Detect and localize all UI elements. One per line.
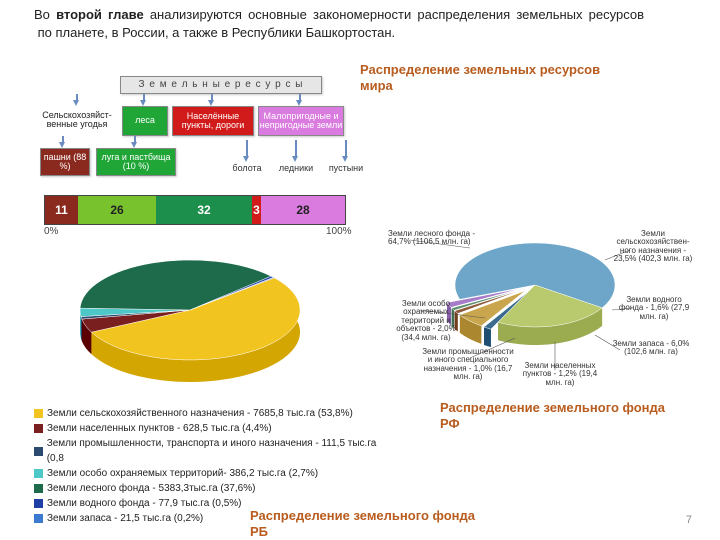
page-number: 7 [686,514,692,526]
bar-segment: 28 [261,196,345,224]
legend-row: Земли населенных пунктов - 628,5 тыс.га … [34,421,384,436]
rf-label: Земли особо охраняемых территорий и объе… [388,300,464,342]
hierarchy-box: леса [122,106,168,136]
legend-swatch [34,499,43,508]
legend-text: Земли запаса - 21,5 тыс.га (0,2%) [47,511,203,526]
world-bar: 112632328 [44,195,346,225]
bar-left-pct: 0% [44,226,58,237]
legend-swatch [34,447,43,456]
rf-label: Земли лесного фонда - 64,7% (1106,5 млн.… [388,230,484,247]
legend-row: Земли сельскохозяйственного назначения -… [34,406,384,421]
legend-swatch [34,484,43,493]
hierarchy-box: болота [228,162,266,176]
rf-label: Земли водного фонда - 1,6% (27,9 млн. га… [614,296,694,321]
pie-rb [40,240,340,410]
hierarchy-root: З е м е л ь н ы е р е с у р с ы [120,76,322,94]
legend-text: Земли лесного фонда - 5383,3тыс.га (37,6… [47,481,255,496]
bar-segment: 26 [78,196,156,224]
legend-text: Земли особо охраняемых территорий- 386,2… [47,466,318,481]
hierarchy-box: Малопригодные и непригодные земли [258,106,344,136]
hierarchy-box: Сельскохозяйст-венные угодья [40,106,114,134]
hierarchy-box: ледники [274,162,318,176]
intro-text: Во второй главе анализируются основные з… [34,6,644,41]
hierarchy-box: пустыни [324,162,368,176]
bar-segment: 32 [156,196,252,224]
rf-label: Земли запаса - 6,0% (102,6 млн. га) [606,340,696,357]
legend-row: Земли запаса - 21,5 тыс.га (0,2%) [34,511,384,526]
hierarchy-box: луга и пастбища (10 %) [96,148,176,176]
bar-right-pct: 100% [326,226,352,237]
legend-row: Земли промышленности, транспорта и иного… [34,436,384,466]
legend-row: Земли лесного фонда - 5383,3тыс.га (37,6… [34,481,384,496]
bar-segment: 11 [45,196,78,224]
legend-row: Земли особо охраняемых территорий- 386,2… [34,466,384,481]
legend-swatch [34,409,43,418]
rf-label: Земли населенных пунктов - 1,2% (19,4 мл… [520,362,600,387]
legend-rb: Земли сельскохозяйственного назначения -… [34,406,384,526]
rf-label: Земли промышленности и иного специальног… [420,348,516,382]
bar-segment: 3 [252,196,261,224]
legend-row: Земли водного фонда - 77,9 тыс.га (0,5%) [34,496,384,511]
legend-text: Земли сельскохозяйственного назначения -… [47,406,353,421]
caption-rf: Распределение земельного фонда РФ [440,400,670,431]
legend-text: Земли водного фонда - 77,9 тыс.га (0,5%) [47,496,242,511]
legend-swatch [34,424,43,433]
hierarchy-box: Населённые пункты, дороги [172,106,254,136]
legend-text: Земли населенных пунктов - 628,5 тыс.га … [47,421,272,436]
legend-text: Земли промышленности, транспорта и иного… [47,436,384,466]
caption-world: Распределение земельных ресурсов мира [360,62,620,93]
hierarchy-box: пашни (88 %) [40,148,90,176]
legend-swatch [34,469,43,478]
legend-swatch [34,514,43,523]
rf-label: Земли сельскохозяйствен-ного назначения … [610,230,696,264]
